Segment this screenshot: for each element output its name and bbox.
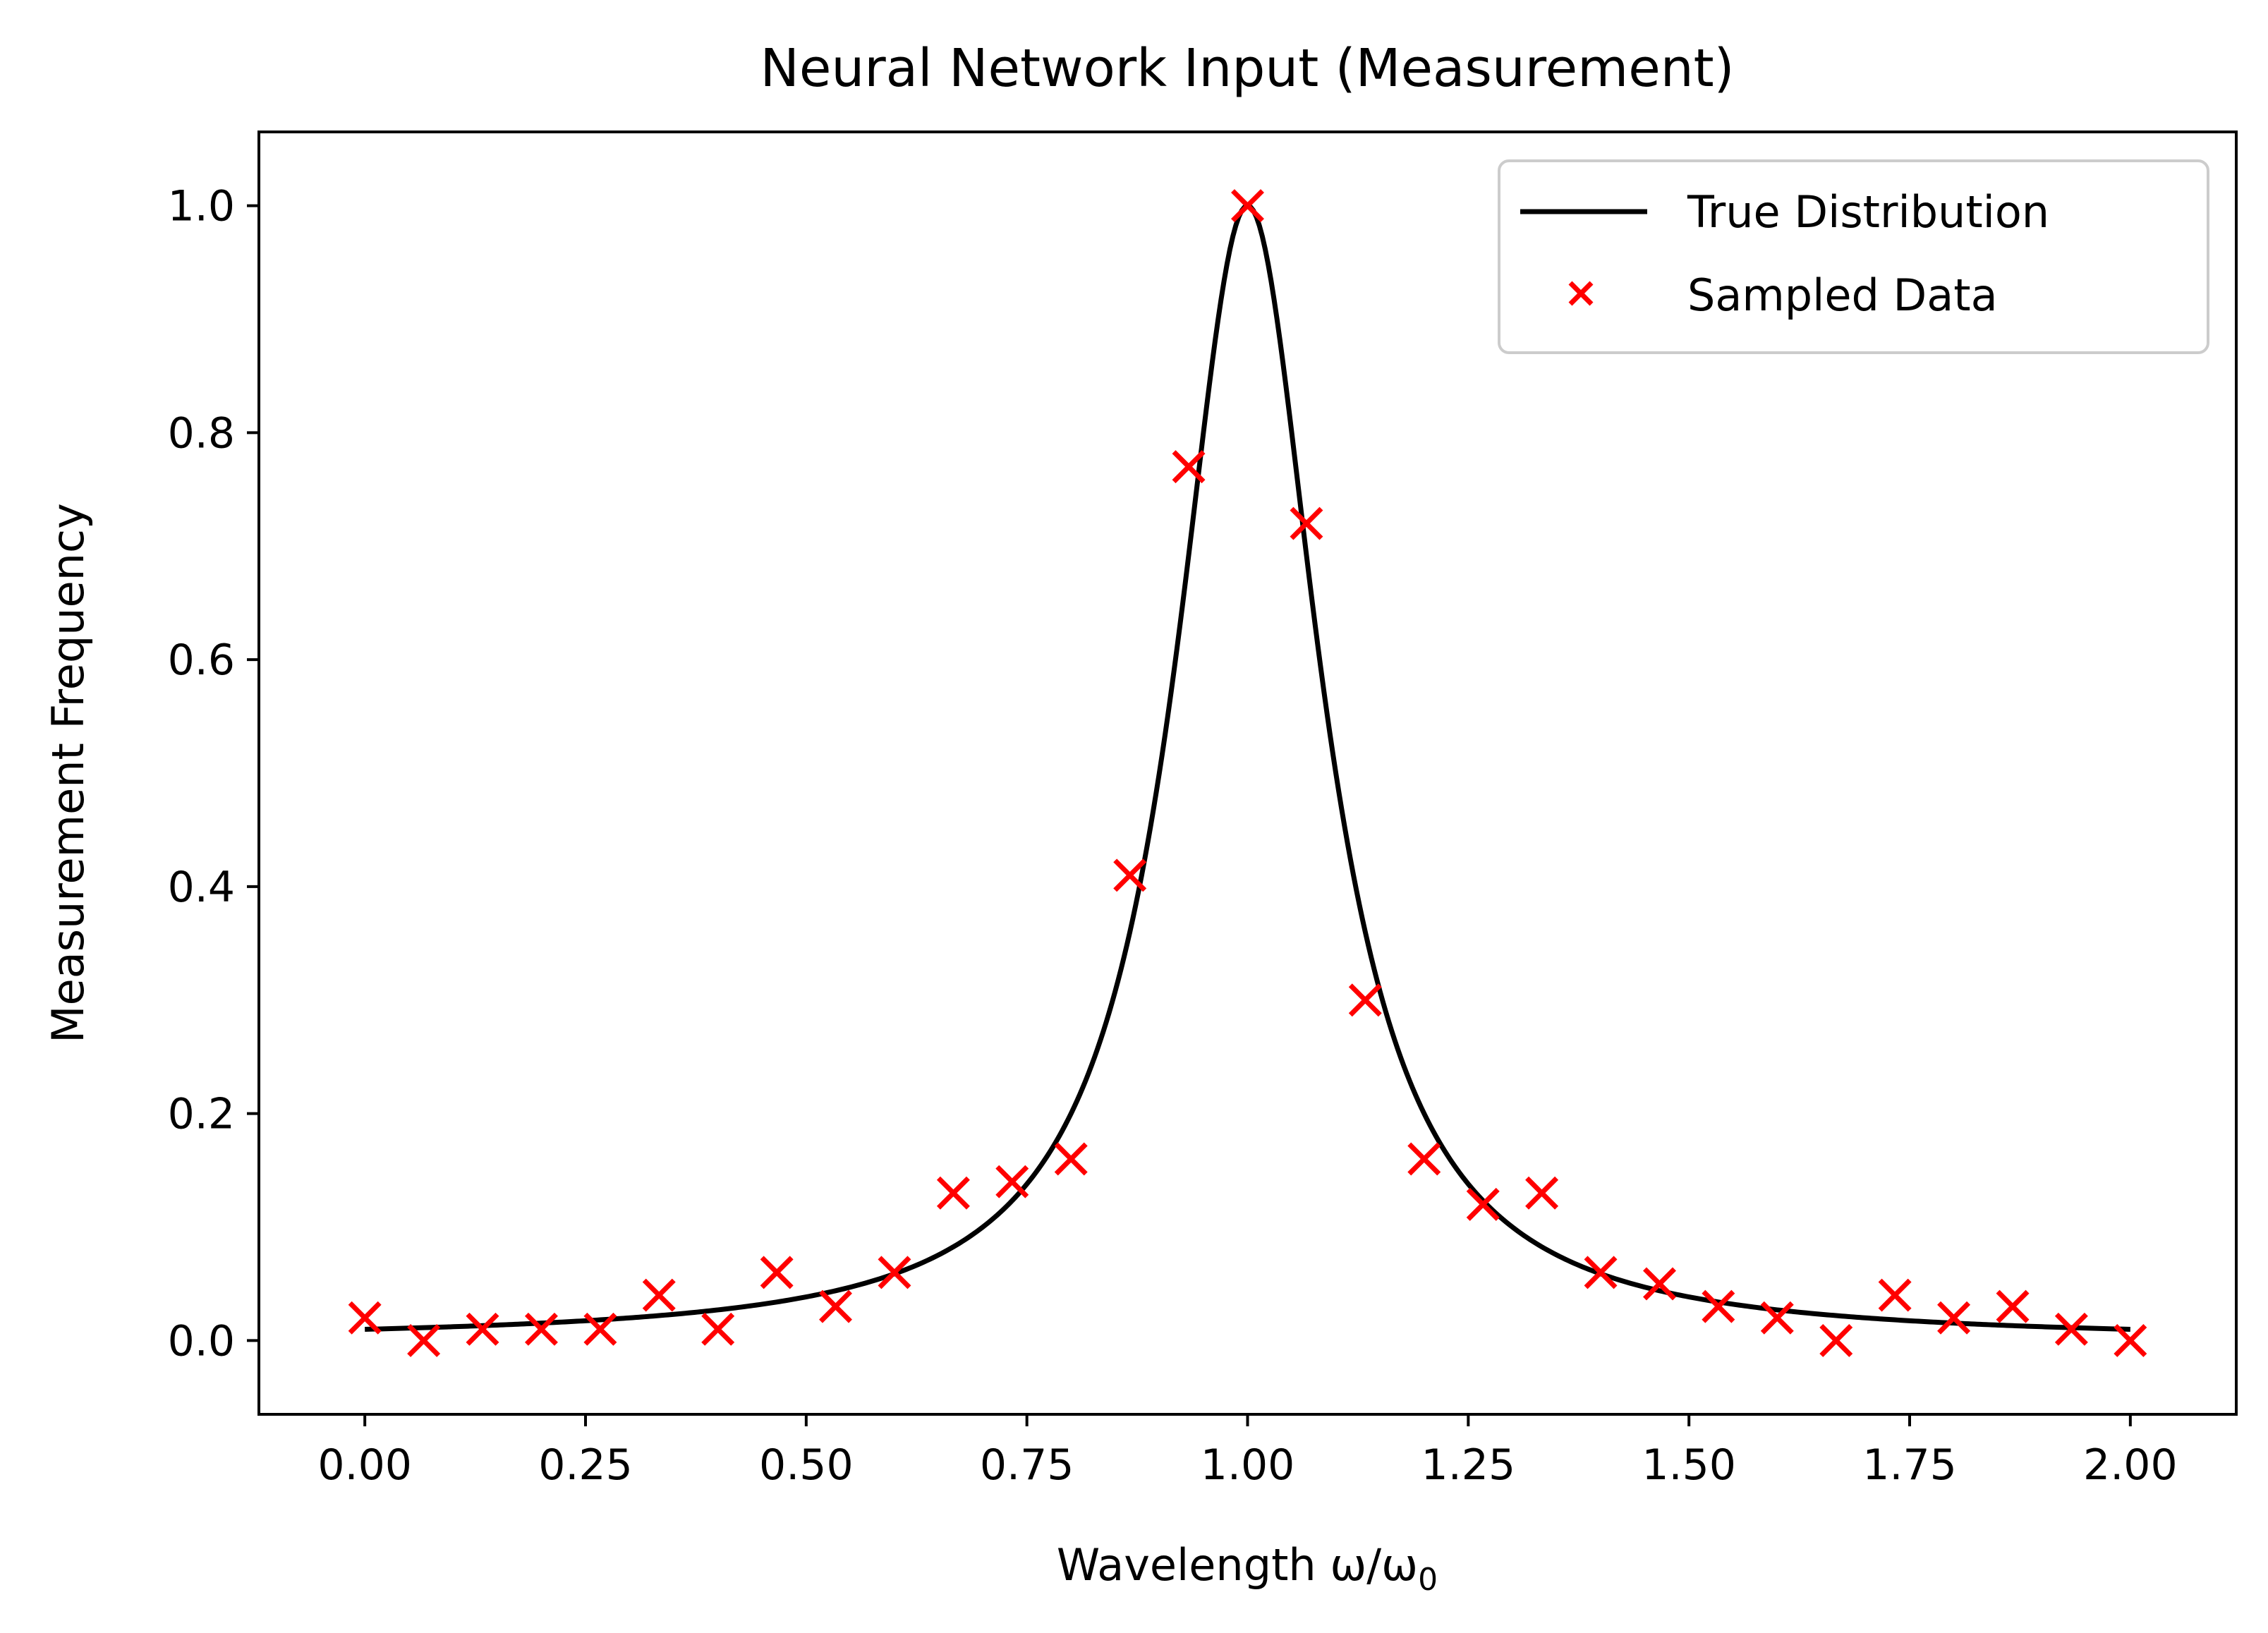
x-tick-label: 0.25 [538, 1440, 633, 1490]
y-axis-ticks: 0.0 0.2 0.4 0.6 0.8 1.0 [168, 182, 259, 1366]
x-tick-label: 0.75 [980, 1440, 1074, 1490]
legend-x-swatch [1568, 281, 1594, 306]
marker-layer [348, 189, 2147, 1357]
sampled-data-point [1584, 1256, 1618, 1289]
y-axis-label: Measurement Frequency [42, 503, 94, 1043]
x-tick-label: 1.00 [1201, 1440, 1295, 1490]
y-tick-label: 1.0 [168, 182, 235, 231]
sampled-data-point [1231, 189, 1264, 223]
sampled-data-point [2054, 1312, 2088, 1346]
sampled-data-point [1113, 858, 1147, 892]
sampled-data-point [1996, 1289, 2030, 1323]
sampled-data-point [1878, 1278, 1912, 1312]
sampled-data-point [1407, 1142, 1441, 1176]
sampled-data-point [1290, 506, 1323, 540]
legend-box [1498, 159, 2209, 354]
sampled-data-point [1819, 1323, 1853, 1357]
x-tick-label: 1.75 [1862, 1440, 1957, 1490]
sampled-data-point [2114, 1323, 2147, 1357]
x-axis-label-subscript: 0 [1418, 1562, 1438, 1598]
y-tick-label: 0.0 [168, 1316, 235, 1366]
x-tick-label: 0.50 [759, 1440, 854, 1490]
sampled-data-point [407, 1323, 441, 1357]
chart-title: Neural Network Input (Measurement) [760, 38, 1734, 99]
sampled-data-point [1937, 1301, 1971, 1335]
sampled-data-point [1760, 1301, 1794, 1335]
sampled-data-point [819, 1289, 852, 1323]
sampled-data-point [701, 1312, 735, 1346]
sampled-data-point [1054, 1142, 1088, 1176]
sampled-data-point [1643, 1267, 1676, 1301]
sampled-data-point [348, 1301, 382, 1335]
legend: True Distribution Sampled Data [1498, 159, 2209, 354]
sampled-data-point [1348, 983, 1382, 1017]
sampled-data-point [524, 1312, 558, 1346]
x-axis-label: Wavelength ω/ω0 [1057, 1539, 1438, 1598]
sampled-data-point [1466, 1187, 1500, 1221]
y-tick-label: 0.6 [168, 636, 235, 685]
y-tick-label: 0.4 [168, 863, 235, 912]
sampled-data-point [878, 1256, 911, 1289]
plot-area [348, 189, 2147, 1357]
sampled-data-point [466, 1312, 499, 1346]
sampled-data-point [642, 1278, 676, 1312]
x-tick-label: 2.00 [2083, 1440, 2178, 1490]
x-axis-ticks: 0.00 0.25 0.50 0.75 1.00 1.25 1.50 1.75 2.00 [317, 1414, 2178, 1490]
x-tick-label: 1.25 [1421, 1440, 1516, 1490]
sampled-data-point [760, 1256, 794, 1289]
sampled-data-point [1172, 450, 1206, 484]
x-axis-label-main: Wavelength ω/ω [1057, 1539, 1418, 1591]
sampled-data-point [1702, 1289, 1735, 1323]
y-tick-label: 0.8 [168, 408, 235, 458]
sampled-data-point [1525, 1176, 1559, 1210]
x-tick-label: 0.00 [317, 1440, 412, 1490]
x-tick-label: 1.50 [1642, 1440, 1736, 1490]
legend-label-sampled-data: Sampled Data [1687, 269, 1998, 321]
sampled-data-point [936, 1176, 970, 1210]
sampled-data-point [995, 1165, 1029, 1198]
y-tick-label: 0.2 [168, 1090, 235, 1139]
sampled-data-point [583, 1312, 617, 1346]
legend-label-true-distribution: True Distribution [1687, 186, 2049, 238]
